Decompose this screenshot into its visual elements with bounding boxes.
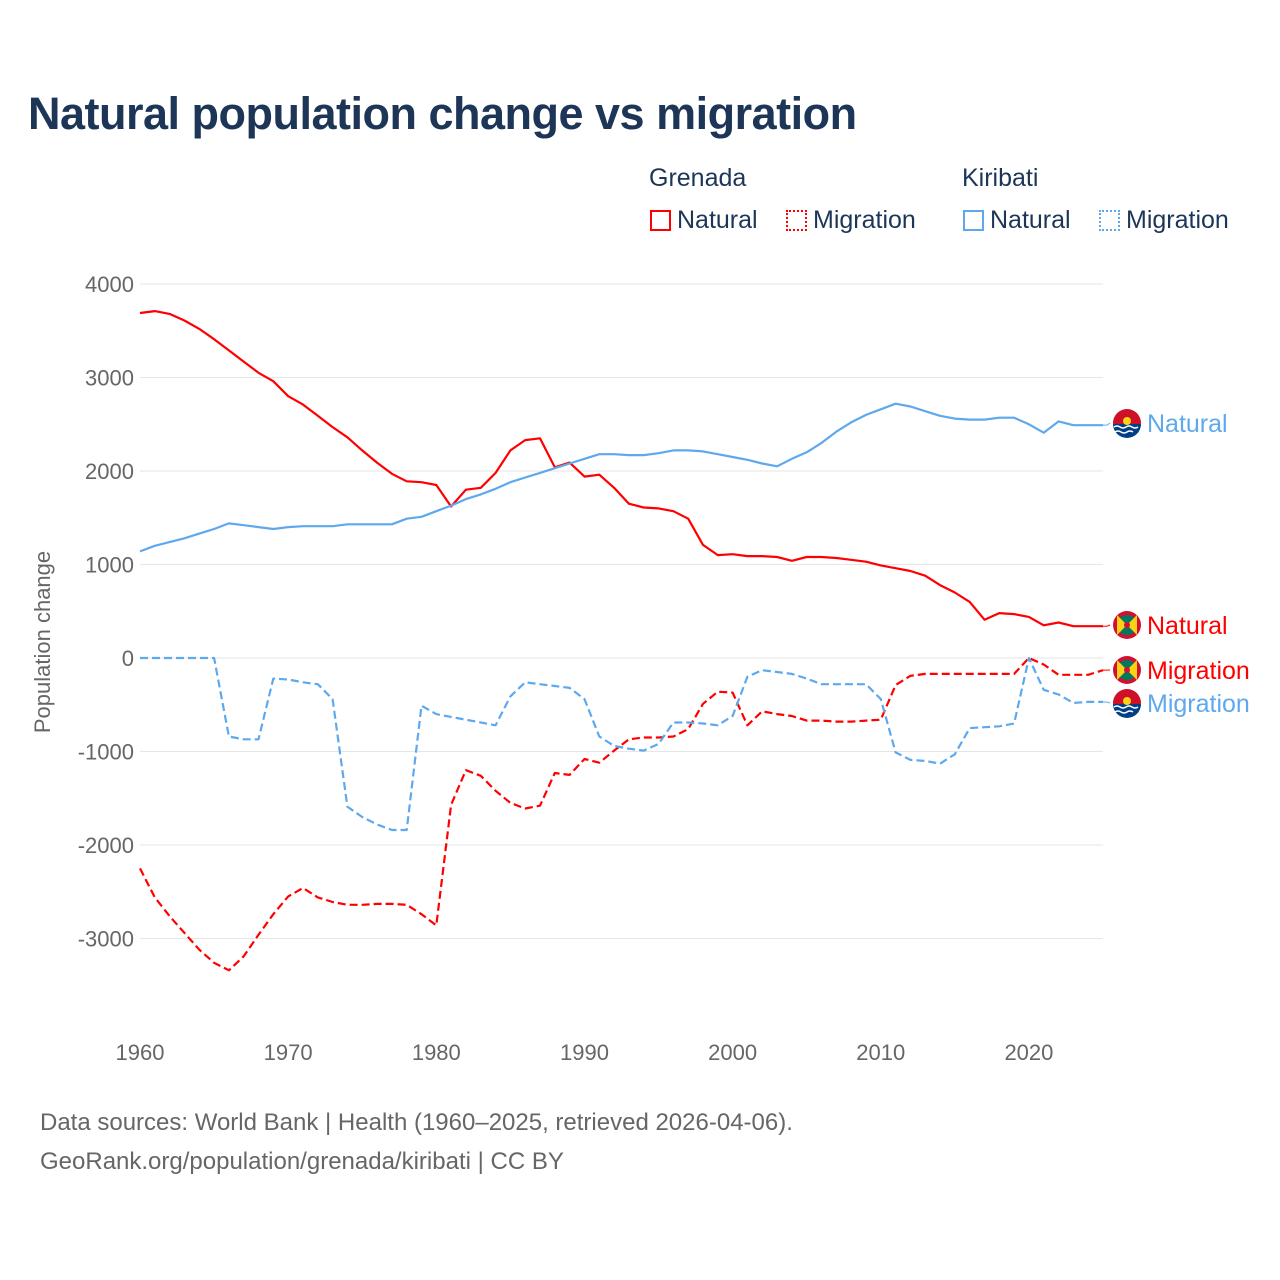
flag-part bbox=[1124, 622, 1130, 628]
x-tick-label: 1960 bbox=[116, 1040, 165, 1065]
series-line-grenada-migration bbox=[139, 656, 1104, 972]
y-tick-label: 1000 bbox=[85, 553, 134, 578]
y-tick-label: -3000 bbox=[78, 927, 134, 952]
legend-swatch-solid bbox=[650, 210, 671, 231]
chart-title: Natural population change vs migration bbox=[28, 88, 857, 139]
legend-label: Natural bbox=[677, 206, 758, 234]
flag-part bbox=[1113, 705, 1139, 714]
legend-grenada-natural[interactable]: Natural bbox=[650, 206, 758, 235]
y-tick-label: 3000 bbox=[85, 366, 134, 391]
y-tick-label: -2000 bbox=[78, 833, 134, 858]
legend-kiribati-migration[interactable]: Migration bbox=[1099, 206, 1229, 235]
footer-credit[interactable]: GeoRank.org/population/grenada/kiribati … bbox=[40, 1148, 564, 1175]
legend-kiribati-natural[interactable]: Natural bbox=[963, 206, 1071, 235]
footer-sources: Data sources: World Bank | Health (1960–… bbox=[40, 1109, 793, 1136]
x-tick-label: 1980 bbox=[412, 1040, 461, 1065]
legend-group-grenada: Grenada bbox=[649, 164, 747, 192]
end-label-kiribati-migration: Migration bbox=[1147, 690, 1250, 718]
legend-swatch-dotted bbox=[786, 210, 807, 231]
x-tick-label: 2010 bbox=[856, 1040, 905, 1065]
y-tick-label: 0 bbox=[122, 646, 134, 671]
end-label-grenada-migration: Migration bbox=[1147, 657, 1250, 685]
y-tick-label: 4000 bbox=[85, 272, 134, 297]
x-tick-label: 2000 bbox=[708, 1040, 757, 1065]
legend-swatch-solid bbox=[963, 210, 984, 231]
y-tick-label: 2000 bbox=[85, 459, 134, 484]
flag-part bbox=[1123, 697, 1131, 705]
end-label-kiribati-natural: Natural bbox=[1147, 410, 1228, 438]
label-connector bbox=[1103, 624, 1111, 627]
flag-part bbox=[1124, 667, 1130, 673]
legend-group-kiribati: Kiribati bbox=[962, 164, 1039, 192]
y-tick-label: -1000 bbox=[78, 740, 134, 765]
legend-label: Migration bbox=[1126, 206, 1229, 234]
x-tick-label: 2020 bbox=[1004, 1040, 1053, 1065]
y-axis-label: Population change bbox=[30, 551, 55, 733]
series-line-kiribati-migration bbox=[140, 656, 1103, 832]
legend-grenada-migration[interactable]: Migration bbox=[786, 206, 916, 235]
legend-label: Migration bbox=[813, 206, 916, 234]
label-connector bbox=[1103, 701, 1111, 704]
label-connector bbox=[1103, 422, 1111, 426]
x-tick-label: 1970 bbox=[264, 1040, 313, 1065]
series-line-grenada-natural bbox=[139, 310, 1103, 628]
x-tick-label: 1990 bbox=[560, 1040, 609, 1065]
legend-swatch-dotted bbox=[1099, 210, 1120, 231]
series-line-kiribati-natural bbox=[139, 402, 1103, 553]
flag-part bbox=[1113, 425, 1139, 434]
legend-label: Natural bbox=[990, 206, 1071, 234]
end-label-grenada-natural: Natural bbox=[1147, 612, 1228, 640]
flag-part bbox=[1123, 417, 1131, 425]
